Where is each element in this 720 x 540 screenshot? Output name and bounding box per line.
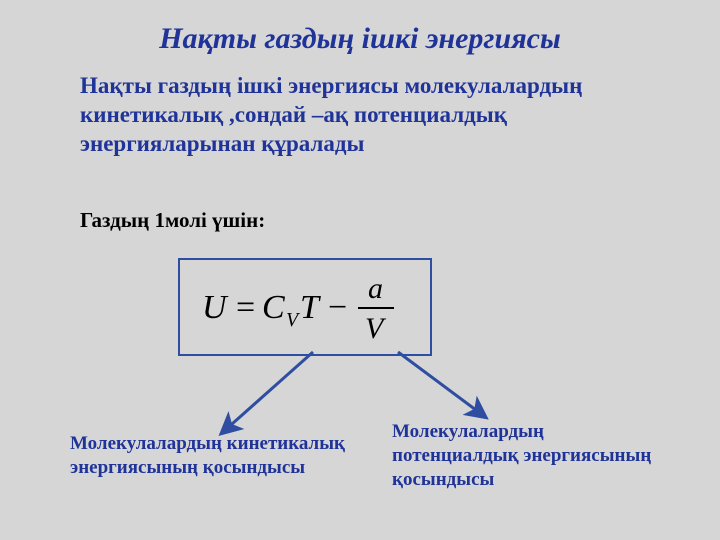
formula-eq: = bbox=[236, 289, 255, 326]
body-paragraph: Нақты газдың ішкі энергиясы молекулалард… bbox=[80, 72, 650, 158]
formula-Vsub: V bbox=[286, 309, 301, 331]
slide-title: Нақты газдың ішкі энергиясы bbox=[0, 22, 720, 56]
arrow-right bbox=[398, 352, 484, 416]
caption-kinetic: Молекулалардың кинетикалық энергиясының … bbox=[70, 432, 350, 480]
formula-svg: U = C V T − a V bbox=[198, 268, 412, 346]
formula-Vden: V bbox=[365, 312, 387, 345]
formula-minus: − bbox=[328, 289, 347, 326]
sub-label: Газдың 1молі үшін: bbox=[80, 208, 265, 233]
caption-potential: Молекулалардың потенциалдық энергиясының… bbox=[392, 420, 672, 491]
formula-T: T bbox=[300, 289, 321, 326]
formula: U = C V T − a V bbox=[198, 268, 412, 346]
arrow-left bbox=[223, 352, 313, 432]
formula-a: a bbox=[368, 272, 383, 305]
slide: Нақты газдың ішкі энергиясы Нақты газдың… bbox=[0, 0, 720, 540]
formula-U: U bbox=[202, 289, 229, 326]
formula-C: C bbox=[262, 289, 285, 326]
